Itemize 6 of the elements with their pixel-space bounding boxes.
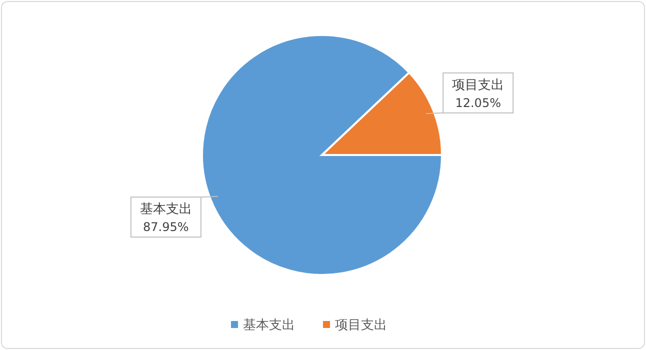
legend-label: 基本支出	[243, 318, 295, 333]
legend-label: 项目支出	[335, 318, 387, 333]
slice-label: 项目支出	[452, 78, 504, 93]
slice-label: 基本支出	[140, 202, 192, 218]
data-label: 12.05%	[455, 96, 501, 110]
data-label: 87.95%	[143, 220, 189, 234]
